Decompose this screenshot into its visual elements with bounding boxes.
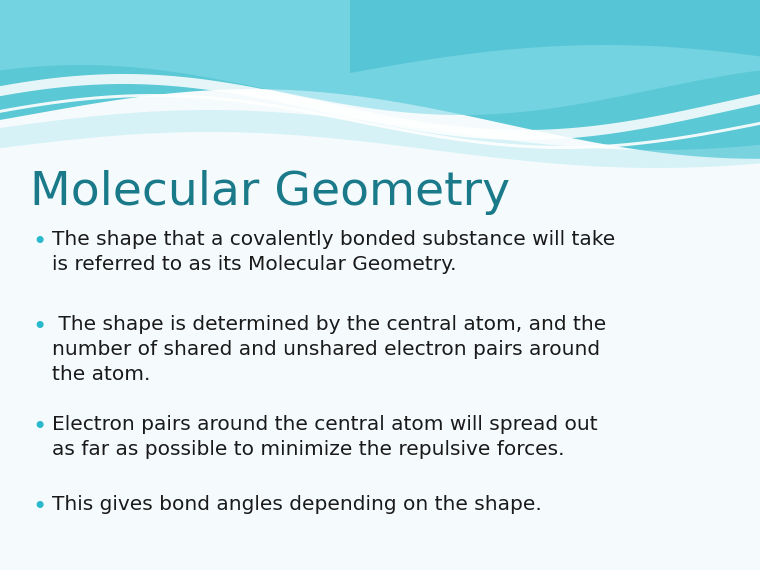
Polygon shape: [0, 74, 760, 140]
Polygon shape: [0, 0, 760, 115]
Text: Molecular Geometry: Molecular Geometry: [30, 170, 510, 215]
Text: •: •: [32, 415, 46, 439]
Polygon shape: [0, 0, 760, 159]
Text: The shape is determined by the central atom, and the
number of shared and unshar: The shape is determined by the central a…: [52, 315, 606, 384]
Text: Electron pairs around the central atom will spread out
as far as possible to min: Electron pairs around the central atom w…: [52, 415, 597, 459]
Text: •: •: [32, 230, 46, 254]
Polygon shape: [350, 0, 760, 73]
Text: The shape that a covalently bonded substance will take
is referred to as its Mol: The shape that a covalently bonded subst…: [52, 230, 616, 274]
Text: •: •: [32, 495, 46, 519]
Text: This gives bond angles depending on the shape.: This gives bond angles depending on the …: [52, 495, 542, 514]
Polygon shape: [0, 110, 760, 168]
Text: •: •: [32, 315, 46, 339]
Polygon shape: [0, 94, 760, 149]
